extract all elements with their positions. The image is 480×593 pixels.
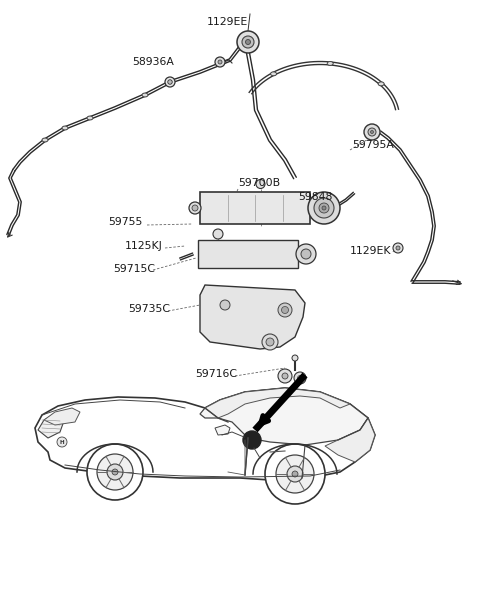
Circle shape [368,128,376,136]
Circle shape [97,454,133,490]
Text: H: H [60,439,64,445]
Circle shape [215,57,225,67]
Text: 59715C: 59715C [113,264,155,274]
Text: 1125KJ: 1125KJ [125,241,163,251]
Circle shape [192,205,198,211]
Circle shape [278,303,292,317]
Circle shape [87,444,143,500]
Polygon shape [38,412,65,438]
Circle shape [165,77,175,87]
Circle shape [281,307,288,314]
Circle shape [371,130,373,133]
Text: 59700B: 59700B [238,178,280,188]
Circle shape [296,244,316,264]
Circle shape [245,40,251,44]
Text: 59795A: 59795A [352,140,394,150]
Ellipse shape [87,116,93,120]
Circle shape [213,229,223,239]
Circle shape [294,372,306,384]
Text: 1129EK: 1129EK [350,246,392,256]
Circle shape [278,369,292,383]
FancyBboxPatch shape [200,192,310,224]
Ellipse shape [327,62,333,65]
Polygon shape [44,408,80,425]
Ellipse shape [62,126,68,130]
Circle shape [265,444,325,504]
Circle shape [242,36,254,48]
FancyBboxPatch shape [198,240,298,268]
Circle shape [287,466,303,482]
Polygon shape [205,388,350,418]
Polygon shape [200,285,305,349]
Circle shape [237,31,259,53]
Circle shape [322,206,326,210]
Polygon shape [215,425,230,435]
Circle shape [396,246,400,250]
Circle shape [314,198,334,218]
Polygon shape [325,418,375,462]
Circle shape [301,249,311,259]
Ellipse shape [142,93,148,97]
Text: 58936A: 58936A [132,57,174,67]
Circle shape [57,437,67,447]
Circle shape [282,373,288,379]
Text: 1129EE: 1129EE [207,17,248,27]
Circle shape [243,431,261,449]
Circle shape [308,192,340,224]
Text: 59848: 59848 [298,192,332,202]
Circle shape [364,124,380,140]
Circle shape [189,202,201,214]
Circle shape [298,375,302,381]
Circle shape [393,243,403,253]
Circle shape [276,455,314,493]
Circle shape [112,469,118,475]
Ellipse shape [42,138,48,142]
Polygon shape [200,388,368,445]
Circle shape [256,180,265,189]
Circle shape [319,203,329,213]
Circle shape [262,334,278,350]
Ellipse shape [378,82,384,86]
Ellipse shape [271,72,276,76]
Text: 59716C: 59716C [195,369,237,379]
Circle shape [218,60,222,64]
Circle shape [292,471,298,477]
Circle shape [292,355,298,361]
Circle shape [168,79,172,84]
Circle shape [266,338,274,346]
Circle shape [220,300,230,310]
Text: 59735C: 59735C [128,304,170,314]
Circle shape [107,464,123,480]
Polygon shape [35,388,375,480]
Text: 59755: 59755 [108,217,143,227]
